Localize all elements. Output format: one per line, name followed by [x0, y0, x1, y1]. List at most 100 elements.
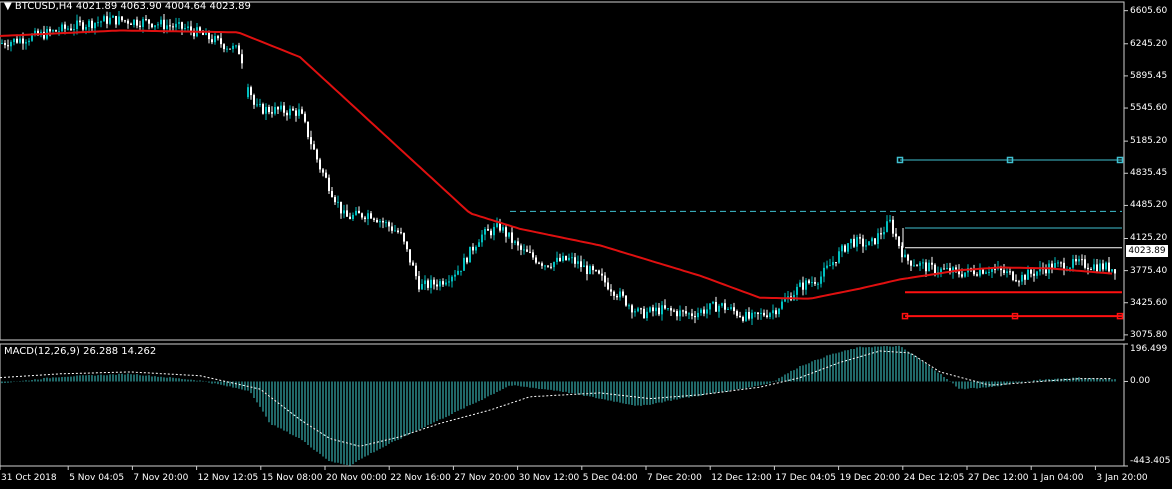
bear-candle [1000, 267, 1002, 271]
bull-candle [832, 262, 834, 266]
bear-candle [640, 308, 642, 310]
time-tick-label: 12 Nov 12:05 [197, 473, 259, 483]
bull-candle [991, 268, 993, 272]
bull-candle [628, 305, 630, 307]
bull-candle [1072, 259, 1074, 268]
bear-candle [1096, 264, 1098, 272]
bull-candle [142, 19, 144, 27]
bull-candle [430, 279, 432, 288]
bull-candle [493, 226, 495, 236]
bull-candle [556, 257, 558, 262]
bull-candle [649, 307, 651, 312]
bear-candle [622, 291, 624, 296]
bull-candle [265, 106, 267, 114]
bull-candle [214, 36, 216, 43]
bear-candle [1102, 263, 1104, 270]
bull-candle [922, 262, 924, 264]
bear-candle [472, 246, 474, 251]
bull-candle [568, 257, 570, 261]
bear-candle [253, 95, 255, 105]
time-tick-label: 22 Nov 16:00 [390, 473, 451, 483]
line-anchor-marker [1011, 312, 1019, 320]
bear-candle [49, 29, 51, 32]
line-anchor-marker [1116, 312, 1124, 320]
bear-candle [271, 112, 273, 114]
bear-candle [415, 265, 417, 277]
bull-candle [460, 270, 462, 272]
bear-candle [625, 295, 627, 306]
bull-candle [697, 312, 699, 318]
bear-candle [895, 233, 897, 237]
bull-candle [634, 311, 636, 313]
bear-candle [1051, 263, 1053, 270]
bear-candle [295, 110, 297, 116]
price-tick-label: 3425.60 [1130, 297, 1168, 308]
bear-candle [124, 20, 126, 22]
bear-candle [169, 25, 171, 27]
bear-candle [559, 257, 561, 261]
bull-candle [865, 245, 867, 247]
bear-candle [433, 279, 435, 285]
line-anchor-marker [896, 156, 904, 164]
bear-candle [418, 276, 420, 290]
time-tick-label: 27 Dec 12:00 [968, 473, 1029, 483]
bear-candle [364, 217, 366, 220]
bear-candle [994, 268, 996, 270]
price-tick-label: 6245.20 [1130, 38, 1168, 49]
bear-candle [283, 105, 285, 113]
bull-candle [280, 105, 282, 110]
bear-candle [955, 267, 957, 270]
bull-candle [157, 24, 159, 26]
bull-candle [883, 231, 885, 235]
bear-candle [931, 262, 933, 265]
bull-candle [847, 243, 849, 252]
bull-candle [661, 305, 663, 315]
bear-candle [694, 315, 696, 318]
bear-candle [307, 121, 309, 138]
bear-candle [808, 280, 810, 284]
bull-candle [781, 301, 783, 309]
time-tick-label: 20 Nov 00:00 [326, 473, 387, 483]
bear-candle [1012, 271, 1014, 281]
bull-candle [94, 22, 96, 29]
bear-candle [520, 245, 522, 250]
bear-candle [643, 308, 645, 319]
bear-candle [4, 43, 6, 46]
bear-candle [1081, 259, 1083, 261]
bear-candle [262, 104, 264, 114]
bear-candle [466, 257, 468, 263]
bull-candle [985, 272, 987, 274]
time-tick-label: 15 Nov 08:00 [261, 473, 323, 483]
bull-candle [1099, 263, 1101, 272]
bull-candle [712, 302, 714, 304]
bull-candle [823, 267, 825, 277]
bear-candle [676, 311, 678, 317]
bull-candle [166, 25, 168, 29]
bear-candle [376, 219, 378, 223]
bull-candle [112, 16, 114, 18]
bear-candle [211, 39, 213, 43]
bull-candle [952, 267, 954, 273]
bear-candle [682, 310, 684, 312]
bull-candle [904, 254, 906, 258]
bull-candle [946, 267, 948, 269]
bull-candle [655, 307, 657, 312]
bull-candle [544, 265, 546, 267]
bull-candle [871, 238, 873, 242]
bear-candle [1003, 270, 1005, 273]
bull-candle [184, 28, 186, 30]
bear-candle [121, 16, 123, 21]
bull-candle [817, 283, 819, 285]
bear-candle [598, 270, 600, 274]
price-tick-label: 5185.20 [1130, 136, 1168, 147]
bear-candle [592, 266, 594, 271]
bull-candle [964, 272, 966, 277]
bull-candle [1021, 275, 1023, 282]
bear-candle [976, 274, 978, 276]
bull-candle [868, 241, 870, 246]
bull-candle [13, 38, 15, 43]
bear-candle [1030, 269, 1032, 274]
bull-candle [760, 312, 762, 315]
